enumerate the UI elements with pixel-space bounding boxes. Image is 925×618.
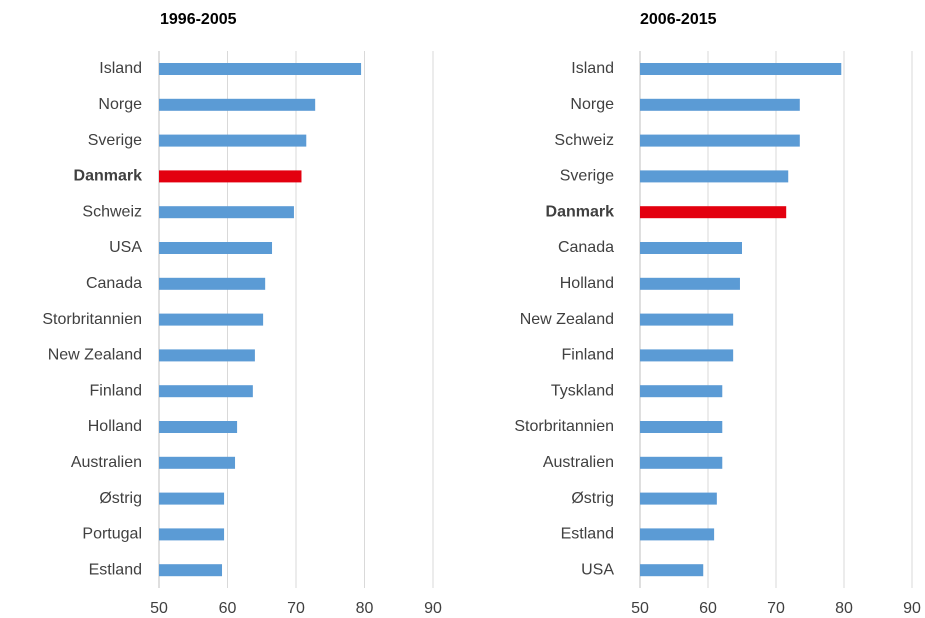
x-tick-label: 70 bbox=[287, 600, 305, 617]
bar bbox=[640, 63, 842, 75]
y-tick-label: USA bbox=[109, 239, 142, 256]
y-tick-label: USA bbox=[581, 561, 614, 578]
bar bbox=[159, 349, 255, 362]
y-tick-label: Island bbox=[571, 60, 614, 77]
bar bbox=[159, 456, 236, 469]
bar bbox=[159, 564, 223, 577]
bar bbox=[159, 528, 225, 541]
y-tick-label: Sverige bbox=[560, 168, 614, 185]
bar bbox=[640, 456, 723, 469]
bar bbox=[640, 421, 723, 433]
chart-title: 1996-2005 bbox=[160, 11, 237, 28]
bar bbox=[159, 492, 225, 505]
x-tick-label: 70 bbox=[767, 600, 785, 617]
y-tick-label: Finland bbox=[562, 347, 614, 364]
y-tick-label: Estland bbox=[561, 526, 614, 543]
y-tick-label: New Zealand bbox=[520, 311, 614, 328]
x-tick-label: 90 bbox=[424, 600, 442, 617]
y-tick-label: Australien bbox=[71, 454, 142, 471]
bar bbox=[640, 170, 789, 183]
y-tick-label: Estland bbox=[89, 561, 142, 578]
y-tick-label: New Zealand bbox=[48, 347, 142, 364]
y-tick-label: Norge bbox=[570, 96, 614, 113]
bar bbox=[159, 313, 264, 326]
y-tick-label: Storbritannien bbox=[514, 418, 614, 435]
x-tick-label: 80 bbox=[835, 600, 853, 617]
x-tick-label: 60 bbox=[219, 600, 237, 617]
y-tick-label: Østrig bbox=[99, 490, 142, 507]
bar bbox=[640, 206, 787, 219]
y-tick-label: Sverige bbox=[88, 132, 142, 149]
y-tick-label: Canada bbox=[86, 275, 142, 292]
x-tick-label: 50 bbox=[150, 600, 168, 617]
x-tick-label: 50 bbox=[631, 600, 649, 617]
y-tick-label: Holland bbox=[560, 275, 614, 292]
bar bbox=[640, 98, 800, 111]
bar bbox=[640, 242, 742, 254]
bar bbox=[159, 277, 266, 290]
y-tick-label: Storbritannien bbox=[42, 311, 142, 328]
y-tick-label: Australien bbox=[543, 454, 614, 471]
bar bbox=[640, 528, 715, 541]
bar bbox=[159, 242, 273, 254]
y-tick-label: Canada bbox=[558, 239, 614, 256]
bar bbox=[640, 385, 723, 398]
y-tick-label: Finland bbox=[90, 382, 142, 399]
y-tick-label: Schweiz bbox=[82, 203, 142, 220]
bar bbox=[159, 134, 307, 147]
y-tick-label: Danmark bbox=[74, 168, 143, 185]
bar bbox=[159, 421, 238, 433]
x-tick-label: 90 bbox=[903, 600, 921, 617]
bar bbox=[159, 385, 253, 398]
y-tick-label: Island bbox=[99, 60, 142, 77]
x-tick-label: 80 bbox=[356, 600, 374, 617]
y-tick-label: Holland bbox=[88, 418, 142, 435]
y-tick-label: Schweiz bbox=[554, 132, 614, 149]
bar bbox=[640, 349, 734, 362]
bar bbox=[640, 492, 717, 505]
x-tick-label: 60 bbox=[699, 600, 717, 617]
bar bbox=[159, 98, 316, 111]
bar bbox=[159, 206, 294, 219]
bar bbox=[640, 564, 704, 577]
y-tick-label: Norge bbox=[98, 96, 142, 113]
bar bbox=[640, 313, 734, 326]
y-tick-label: Portugal bbox=[82, 526, 142, 543]
bar bbox=[159, 170, 302, 183]
bar bbox=[159, 63, 362, 75]
y-tick-label: Danmark bbox=[546, 203, 615, 220]
y-tick-label: Tyskland bbox=[551, 382, 614, 399]
bar bbox=[640, 277, 740, 290]
chart-title: 2006-2015 bbox=[640, 11, 717, 28]
y-tick-label: Østrig bbox=[571, 490, 614, 507]
bar bbox=[640, 134, 800, 147]
